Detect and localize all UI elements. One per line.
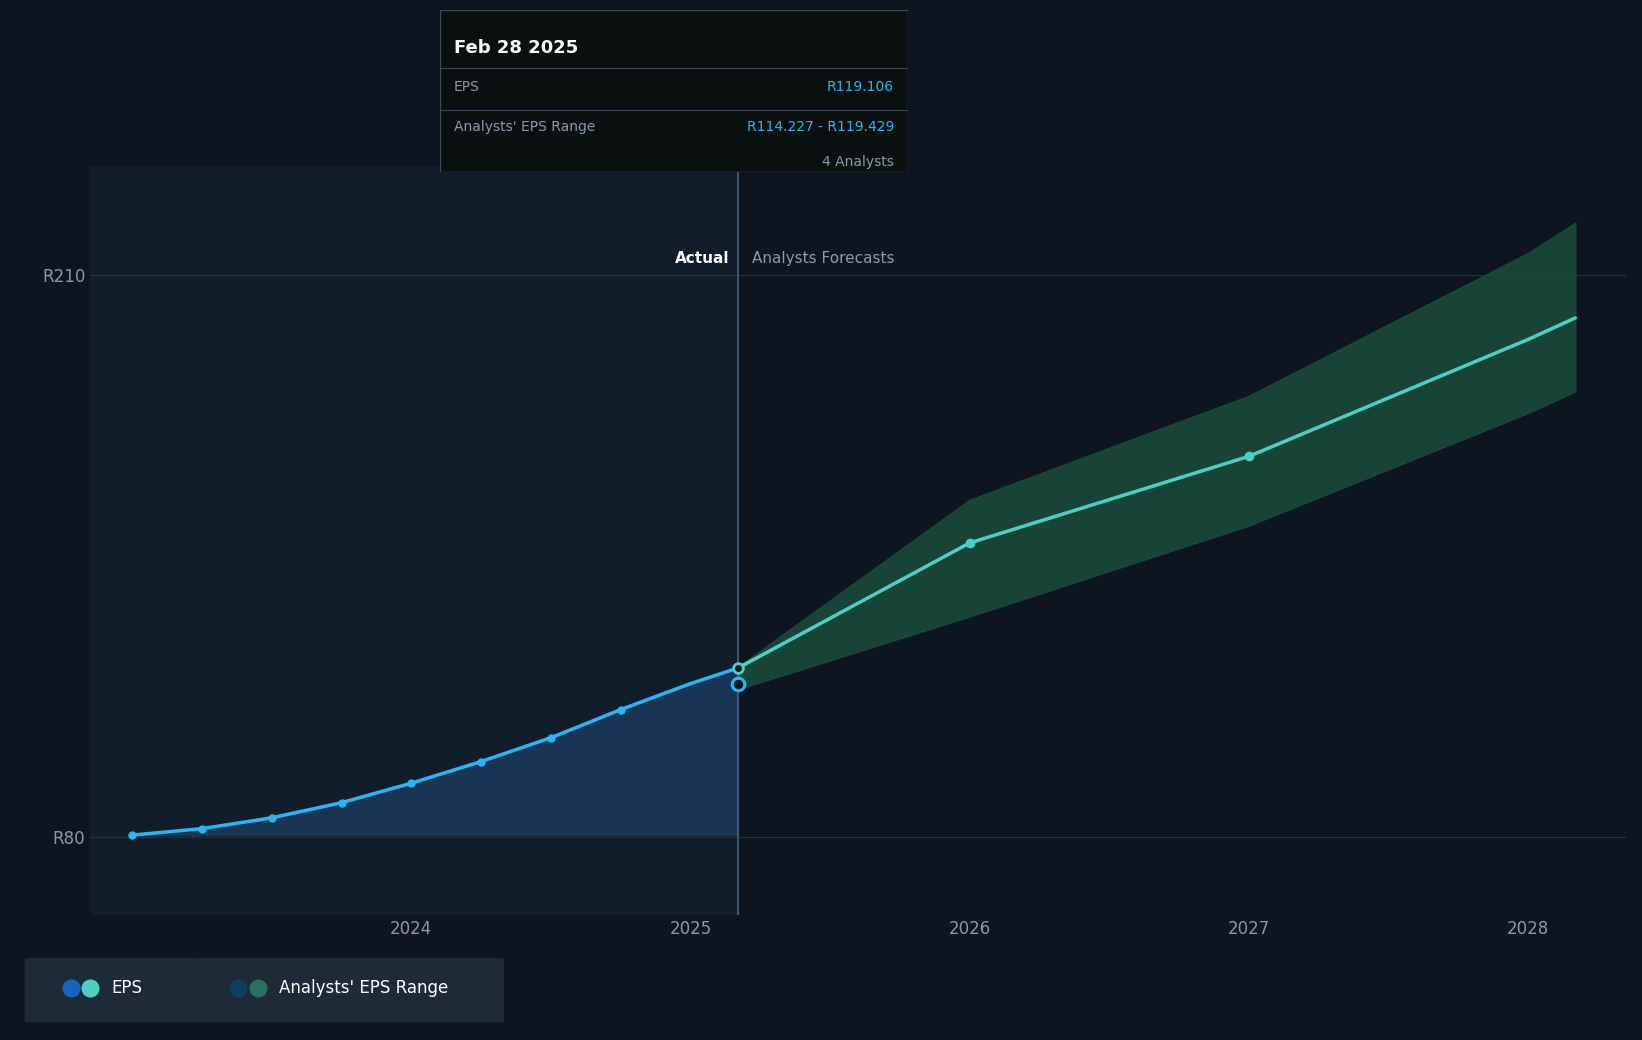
- FancyBboxPatch shape: [440, 10, 908, 172]
- Text: Feb 28 2025: Feb 28 2025: [455, 40, 578, 57]
- Text: 4 Analysts: 4 Analysts: [823, 155, 893, 170]
- Text: Analysts' EPS Range: Analysts' EPS Range: [279, 979, 448, 997]
- FancyBboxPatch shape: [192, 958, 504, 1022]
- Bar: [90, 166, 737, 915]
- Text: Actual: Actual: [675, 251, 729, 266]
- Text: R119.106: R119.106: [828, 80, 893, 94]
- Text: R114.227 - R119.429: R114.227 - R119.429: [747, 120, 893, 134]
- Text: Analysts' EPS Range: Analysts' EPS Range: [455, 120, 596, 134]
- Text: EPS: EPS: [112, 979, 143, 997]
- FancyBboxPatch shape: [25, 958, 205, 1022]
- Text: Analysts Forecasts: Analysts Forecasts: [752, 251, 895, 266]
- Text: EPS: EPS: [455, 80, 479, 94]
